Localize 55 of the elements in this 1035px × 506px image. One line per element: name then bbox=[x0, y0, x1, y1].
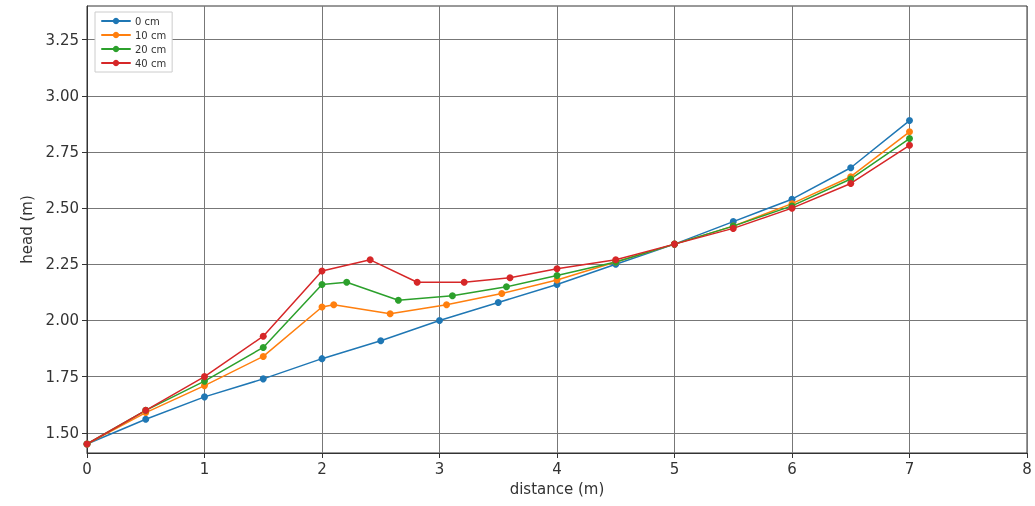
x-tick-label: 2 bbox=[317, 459, 327, 478]
y-tick-label: 1.50 bbox=[45, 423, 79, 442]
point bbox=[847, 164, 855, 172]
x-tick-label: 0 bbox=[82, 459, 92, 478]
x-tick-label: 6 bbox=[787, 459, 797, 478]
point bbox=[259, 375, 267, 383]
point bbox=[318, 281, 326, 289]
point bbox=[259, 352, 267, 360]
y-tick-label: 2.50 bbox=[45, 199, 79, 218]
point bbox=[906, 141, 913, 149]
point bbox=[142, 415, 150, 423]
point bbox=[413, 278, 421, 286]
point bbox=[386, 310, 394, 318]
point bbox=[394, 296, 402, 304]
point bbox=[201, 373, 208, 381]
point bbox=[366, 256, 374, 264]
y-tick-label: 1.75 bbox=[45, 367, 79, 386]
point bbox=[318, 355, 326, 363]
x-tick-label: 1 bbox=[199, 459, 210, 478]
x-tick-label: 8 bbox=[1022, 459, 1032, 478]
point bbox=[201, 393, 208, 401]
point bbox=[443, 301, 451, 309]
legend-label: 40 cm bbox=[135, 57, 167, 69]
legend-label: 0 cm bbox=[135, 15, 160, 27]
point bbox=[259, 343, 267, 351]
point bbox=[553, 272, 561, 280]
point bbox=[343, 278, 351, 286]
y-tick-label: 3.00 bbox=[45, 86, 79, 105]
point bbox=[377, 337, 385, 345]
x-axis-title: distance (m) bbox=[509, 479, 605, 498]
point bbox=[906, 135, 913, 143]
legend-label: 10 cm bbox=[135, 29, 167, 41]
point bbox=[906, 117, 913, 125]
point bbox=[436, 316, 443, 324]
point bbox=[448, 292, 456, 300]
x-tick-label: 3 bbox=[434, 459, 445, 478]
point bbox=[259, 332, 267, 340]
x-tick-label: 4 bbox=[552, 459, 562, 478]
point bbox=[847, 179, 855, 187]
point bbox=[906, 128, 913, 136]
y-tick-label: 3.25 bbox=[45, 30, 79, 49]
point bbox=[498, 290, 506, 298]
y-axis-title: head (m) bbox=[18, 195, 37, 264]
x-tick-label: 5 bbox=[669, 459, 680, 478]
y-tick-label: 2.75 bbox=[45, 143, 79, 162]
point bbox=[506, 274, 514, 282]
point bbox=[494, 299, 502, 306]
x-tick-label: 7 bbox=[904, 459, 915, 478]
y-tick-label: 2.25 bbox=[45, 255, 79, 274]
point bbox=[553, 265, 561, 273]
legend-label: 20 cm bbox=[135, 43, 167, 55]
y-tick-label: 2.00 bbox=[45, 311, 79, 330]
point bbox=[330, 301, 338, 309]
point bbox=[502, 283, 510, 291]
point bbox=[460, 278, 468, 286]
